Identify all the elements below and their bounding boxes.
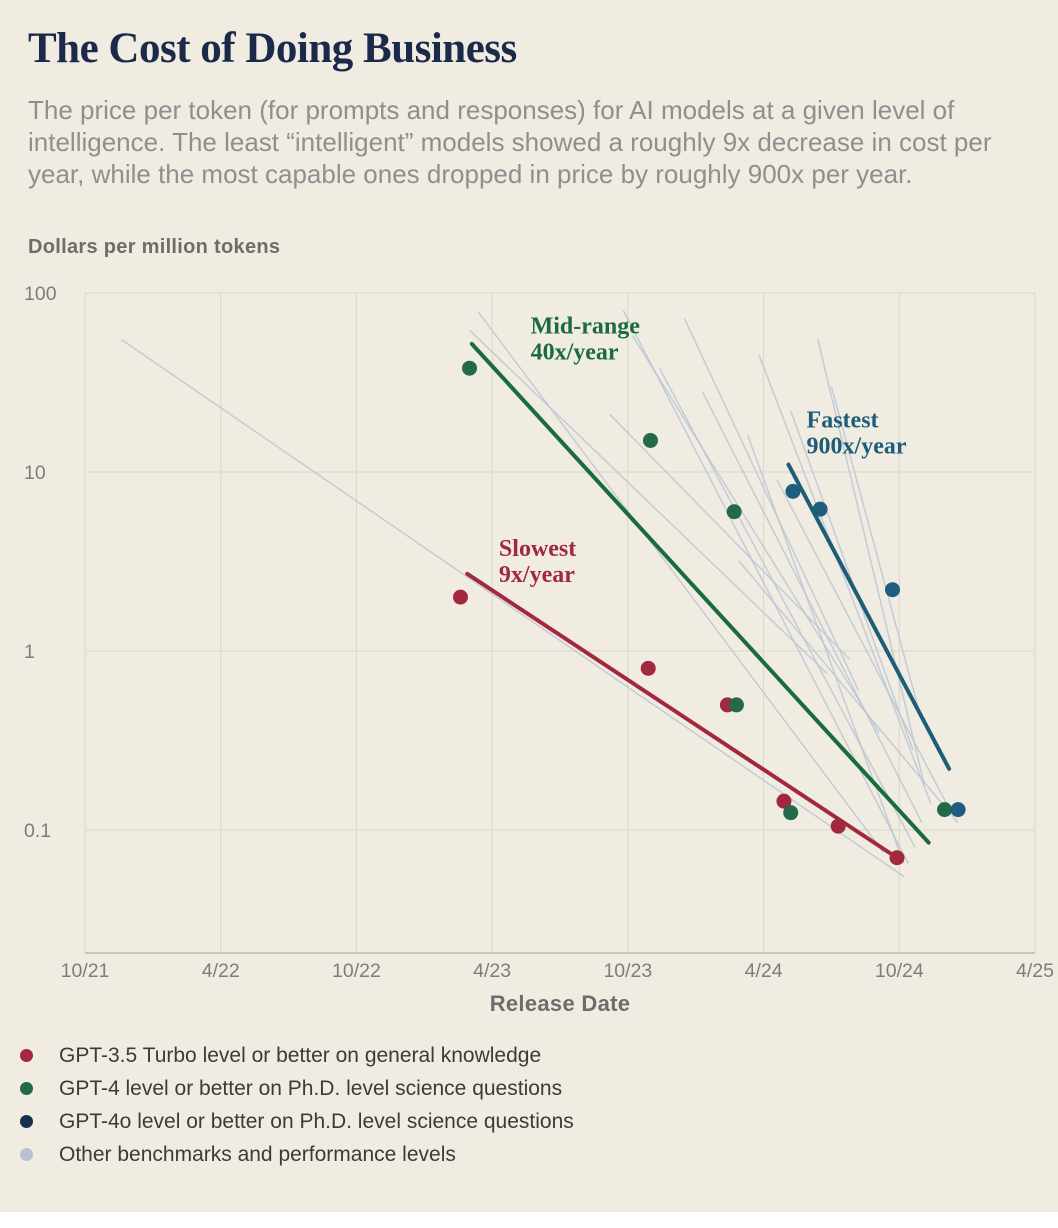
- trend-line-mid-range: [469, 342, 931, 846]
- annotation-mid-range: Mid-range: [531, 314, 641, 340]
- annotation-900x-year: 900x/year: [807, 434, 907, 460]
- benchmark-line: [758, 355, 932, 805]
- benchmark-line: [622, 310, 910, 865]
- data-point: [776, 794, 792, 810]
- benchmark-line: [658, 368, 916, 849]
- legend-item: GPT-4 level or better on Ph.D. level sci…: [20, 1072, 1058, 1105]
- data-point: [889, 850, 905, 866]
- y-tick-label: 1: [24, 641, 35, 663]
- legend-item: Other benchmarks and performance levels: [20, 1138, 1058, 1171]
- x-tick-label: 4/22: [202, 960, 240, 982]
- data-point: [640, 661, 656, 677]
- x-tick-label: 4/23: [473, 960, 511, 982]
- benchmark-line: [776, 480, 952, 814]
- data-point: [885, 582, 900, 598]
- benchmark-line: [631, 335, 880, 734]
- chart-subtitle: The price per token (for prompts and res…: [28, 95, 992, 190]
- legend: GPT-3.5 Turbo level or better on general…: [20, 1039, 1058, 1171]
- data-point: [452, 590, 468, 606]
- y-tick-label: 100: [24, 283, 57, 305]
- x-tick-label: 4/25: [1016, 960, 1054, 982]
- annotation-slowest: Slowest: [499, 536, 576, 562]
- x-tick-label: 10/24: [875, 960, 924, 982]
- data-point: [937, 802, 953, 818]
- data-point: [462, 361, 478, 377]
- legend-label: GPT-3.5 Turbo level or better on general…: [59, 1043, 542, 1067]
- data-point: [830, 819, 846, 835]
- data-point: [783, 805, 799, 821]
- y-axis-title: Dollars per million tokens: [28, 236, 281, 259]
- legend-dot: [20, 1115, 33, 1129]
- cost-per-token-chart: 10/21 4/22 10/22 4/23 10/23 4/24 10/24 4/25 100 1…: [24, 283, 1054, 982]
- data-point: [642, 433, 658, 449]
- data-point: [728, 697, 744, 713]
- trend-line-fastest: [786, 463, 952, 772]
- data-point: [812, 502, 828, 518]
- benchmark-line: [683, 318, 860, 692]
- legend-item: GPT-4o level or better on Ph.D. level sc…: [20, 1105, 1058, 1138]
- data-point: [785, 484, 801, 500]
- x-tick-label: 10/22: [332, 960, 381, 982]
- legend-dot: [20, 1082, 33, 1096]
- legend-dot: [20, 1148, 33, 1162]
- legend-label: GPT-4 level or better on Ph.D. level sci…: [59, 1076, 563, 1100]
- legend-label: GPT-4o level or better on Ph.D. level sc…: [59, 1109, 574, 1133]
- annotation-9x-year: 9x/year: [499, 562, 575, 588]
- page-title: The Cost of Doing Business: [28, 25, 517, 72]
- y-tick-label: 10: [24, 462, 46, 484]
- benchmark-line: [701, 392, 923, 824]
- annotation-fastest: Fastest: [807, 408, 879, 434]
- benchmark-line: [817, 339, 925, 785]
- x-tick-label: 10/23: [603, 960, 652, 982]
- legend-dot: [20, 1049, 33, 1063]
- legend-label: Other benchmarks and performance levels: [59, 1142, 456, 1166]
- trend-line-slowest: [465, 572, 900, 861]
- x-axis-title: Release Date: [489, 991, 631, 1017]
- x-tick-label: 10/21: [61, 960, 110, 982]
- benchmark-line: [738, 560, 959, 824]
- benchmark-line: [477, 312, 885, 854]
- data-point: [726, 504, 742, 520]
- y-tick-label: 0.1: [24, 820, 51, 842]
- benchmark-line: [609, 414, 851, 661]
- data-point: [950, 802, 966, 818]
- benchmark-line: [469, 330, 828, 675]
- benchmark-line: [120, 339, 905, 878]
- benchmark-line: [747, 435, 905, 865]
- annotation-40x-year: 40x/year: [531, 340, 619, 366]
- x-tick-label: 4/24: [745, 960, 783, 982]
- benchmark-line: [830, 386, 921, 714]
- legend-item: GPT-3.5 Turbo level or better on general…: [20, 1039, 1058, 1072]
